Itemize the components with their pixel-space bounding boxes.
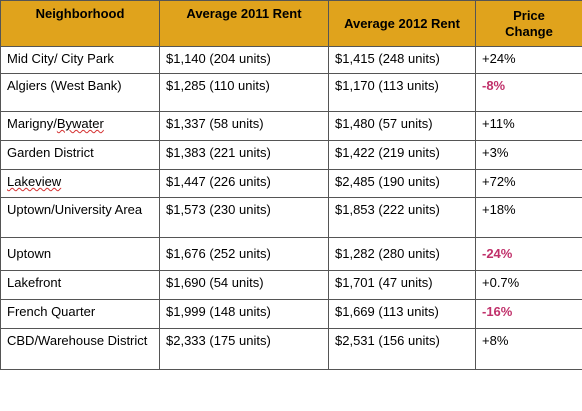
rent-comparison-table: Neighborhood Average 2011 Rent Average 2… — [0, 0, 582, 370]
table-row: CBD/Warehouse District $2,333 (175 units… — [0, 328, 582, 370]
table-row: Marigny/Bywater $1,337 (58 units) $1,480… — [0, 111, 582, 141]
cell-rent-2011: $1,676 (252 units) — [159, 237, 329, 271]
cell-neighborhood: Garden District — [0, 140, 160, 170]
cell-neighborhood: Lakefront — [0, 270, 160, 300]
table-header-row: Neighborhood Average 2011 Rent Average 2… — [0, 0, 582, 47]
cell-price-change: +24% — [475, 46, 582, 74]
cell-neighborhood: Algiers (West Bank) — [0, 73, 160, 112]
cell-rent-2012: $1,282 (280 units) — [328, 237, 476, 271]
cell-neighborhood: French Quarter — [0, 299, 160, 329]
cell-neighborhood: Uptown/University Area — [0, 197, 160, 238]
cell-price-change: +72% — [475, 169, 582, 198]
cell-rent-2012: $1,701 (47 units) — [328, 270, 476, 300]
cell-price-change: +0.7% — [475, 270, 582, 300]
cell-neighborhood: Mid City/ City Park — [0, 46, 160, 74]
spellcheck-underlined-word: Bywater — [56, 116, 104, 131]
cell-price-change: +3% — [475, 140, 582, 170]
cell-rent-2011: $1,690 (54 units) — [159, 270, 329, 300]
cell-neighborhood: Marigny/Bywater — [0, 111, 160, 141]
cell-rent-2012: $1,422 (219 units) — [328, 140, 476, 170]
cell-rent-2012: $1,853 (222 units) — [328, 197, 476, 238]
spellcheck-underlined-word: Lakeview — [7, 174, 62, 189]
table-row: Garden District $1,383 (221 units) $1,42… — [0, 140, 582, 170]
header-rent-2012: Average 2012 Rent — [328, 0, 476, 47]
cell-price-change: +11% — [475, 111, 582, 141]
table-row: French Quarter $1,999 (148 units) $1,669… — [0, 299, 582, 329]
neighborhood-part: Marigny/ — [7, 116, 57, 131]
table-row: Uptown $1,676 (252 units) $1,282 (280 un… — [0, 237, 582, 271]
cell-rent-2011: $1,383 (221 units) — [159, 140, 329, 170]
cell-rent-2012: $1,669 (113 units) — [328, 299, 476, 329]
cell-price-change: -8% — [475, 73, 582, 112]
cell-rent-2011: $1,573 (230 units) — [159, 197, 329, 238]
cell-neighborhood: CBD/Warehouse District — [0, 328, 160, 370]
cell-rent-2011: $2,333 (175 units) — [159, 328, 329, 370]
cell-rent-2012: $1,170 (113 units) — [328, 73, 476, 112]
cell-rent-2011: $1,999 (148 units) — [159, 299, 329, 329]
cell-price-change: -16% — [475, 299, 582, 329]
cell-rent-2011: $1,285 (110 units) — [159, 73, 329, 112]
cell-rent-2011: $1,447 (226 units) — [159, 169, 329, 198]
table-row: Lakefront $1,690 (54 units) $1,701 (47 u… — [0, 270, 582, 300]
header-neighborhood: Neighborhood — [0, 0, 160, 47]
cell-rent-2011: $1,337 (58 units) — [159, 111, 329, 141]
cell-neighborhood: Uptown — [0, 237, 160, 271]
cell-price-change: +18% — [475, 197, 582, 238]
table-row: Lakeview $1,447 (226 units) $2,485 (190 … — [0, 169, 582, 198]
header-price-change: Price Change — [475, 0, 582, 47]
cell-rent-2012: $2,531 (156 units) — [328, 328, 476, 370]
table-row: Uptown/University Area $1,573 (230 units… — [0, 197, 582, 238]
table-row: Mid City/ City Park $1,140 (204 units) $… — [0, 46, 582, 74]
cell-rent-2011: $1,140 (204 units) — [159, 46, 329, 74]
cell-rent-2012: $2,485 (190 units) — [328, 169, 476, 198]
cell-price-change: +8% — [475, 328, 582, 370]
table-row: Algiers (West Bank) $1,285 (110 units) $… — [0, 73, 582, 112]
cell-rent-2012: $1,415 (248 units) — [328, 46, 476, 74]
header-rent-2011: Average 2011 Rent — [159, 0, 329, 47]
cell-rent-2012: $1,480 (57 units) — [328, 111, 476, 141]
cell-price-change: -24% — [475, 237, 582, 271]
cell-neighborhood: Lakeview — [0, 169, 160, 198]
